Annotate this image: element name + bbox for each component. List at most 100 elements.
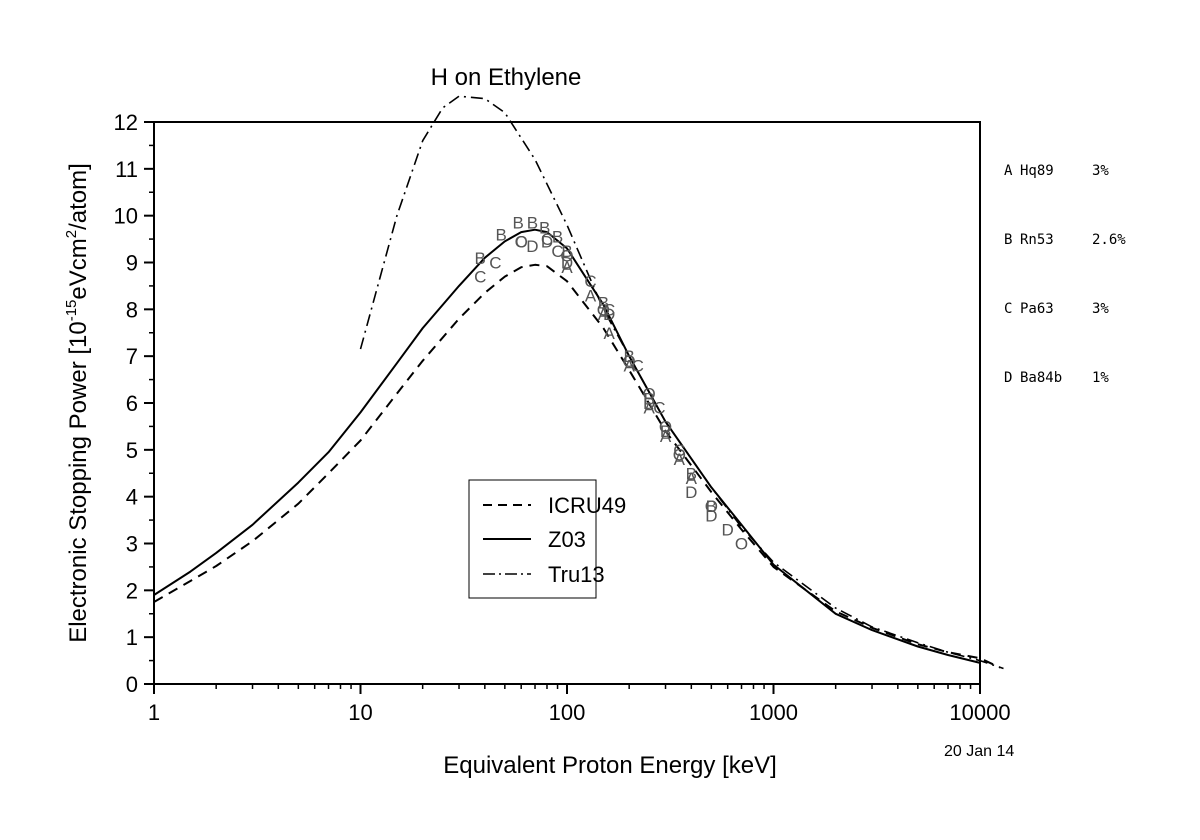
data-point-o: O [735, 535, 748, 554]
data-point-o: O [659, 417, 672, 436]
data-point-c: C [541, 230, 553, 249]
data-point-d: D [685, 483, 697, 502]
data-point-b: B [539, 218, 550, 237]
y-tick-label: 4 [126, 485, 138, 510]
legend: ICRU49 Z03 Tru13 [468, 479, 626, 599]
data-point-a: A [686, 469, 698, 488]
x-tick-label: 10000 [949, 700, 1010, 725]
chart-title: H on Ethylene [431, 64, 582, 91]
data-point-d: D [561, 254, 573, 273]
data-point-o: O [673, 446, 686, 465]
data-point-b: B [552, 228, 563, 247]
x-axis-label: Equivalent Proton Energy [keV] [443, 752, 777, 779]
data-point-b: B [623, 347, 634, 366]
data-point-d: D [541, 232, 553, 251]
data-point-o: O [597, 300, 610, 319]
data-point-o: O [623, 352, 636, 371]
data-point-b: B [644, 389, 655, 408]
x-tick-label: 100 [549, 700, 586, 725]
data-point-d: D [526, 237, 538, 256]
reference-name: Pa63 [1020, 301, 1054, 317]
x-tick-label: 10 [348, 700, 372, 725]
reference-row: B Rn53 2.6% [1004, 229, 1126, 252]
data-point-d: D [722, 520, 734, 539]
data-point-b: B [598, 293, 609, 312]
y-tick-label: 8 [126, 297, 138, 322]
data-point-b: B [496, 225, 507, 244]
reference-row: D Ba84b 1% [1004, 367, 1126, 390]
y-tick-label: 1 [126, 625, 138, 650]
data-point-c: C [603, 300, 615, 319]
reference-row: C Pa63 3% [1004, 298, 1126, 321]
data-point-b: B [706, 497, 717, 516]
reference-letter: C [1004, 301, 1013, 317]
x-axis-ticks: 1 10 100 1000 10000 [148, 684, 1011, 725]
date-stamp: 20 Jan 14 [944, 743, 1015, 760]
data-point-a: A [660, 427, 672, 446]
data-point-c: C [515, 232, 527, 251]
y-tick-label: 12 [114, 110, 138, 135]
data-point-c: C [551, 242, 563, 261]
reference-list: A Hq89 3% B Rn53 2.6% C Pa63 3% D Ba84b 1% [1004, 114, 1126, 413]
data-point-b: B [686, 464, 697, 483]
y-tick-label: 7 [126, 344, 138, 369]
legend-label-tru13: Tru13 [548, 562, 605, 587]
data-point-a: A [598, 305, 610, 324]
data-point-o: O [515, 232, 528, 251]
data-point-a: A [644, 399, 656, 418]
series-line-tru13 [359, 95, 1004, 670]
data-point-d: D [603, 305, 615, 324]
data-point-o: O [705, 497, 718, 516]
data-point-c: C [673, 441, 685, 460]
data-point-a: A [561, 258, 573, 277]
data-point-d: D [643, 394, 655, 413]
reference-name: Rn53 [1020, 232, 1054, 248]
reference-error: 2.6% [1092, 232, 1126, 248]
data-point-a: A [603, 324, 615, 343]
x-tick-label: 1 [148, 700, 160, 725]
data-point-c: C [584, 272, 596, 291]
y-tick-label: 6 [126, 391, 138, 416]
x-tick-label: 1000 [749, 700, 798, 725]
series-line-z03 [153, 228, 981, 664]
y-tick-label: 3 [126, 532, 138, 557]
data-point-a: A [585, 286, 597, 305]
reference-error: 3% [1092, 301, 1109, 317]
reference-row: A Hq89 3% [1004, 160, 1126, 183]
reference-letter: A [1004, 163, 1013, 179]
series-layer [153, 95, 1004, 670]
data-point-a: A [623, 357, 635, 376]
y-tick-label: 9 [126, 251, 138, 276]
y-tick-label: 10 [114, 204, 138, 229]
series-line-icru49 [153, 263, 1001, 669]
reference-error: 1% [1092, 370, 1109, 386]
data-point-c: C [653, 399, 665, 418]
data-point-b: B [561, 242, 572, 261]
data-point-o: O [560, 246, 573, 265]
y-axis-label: Electronic Stopping Power [10-15eVcm2/at… [63, 163, 92, 643]
reference-error: 3% [1092, 163, 1109, 179]
reference-name: Hq89 [1020, 163, 1054, 179]
reference-letter: D [1004, 370, 1013, 386]
data-point-c: C [489, 254, 501, 273]
legend-label-z03: Z03 [548, 527, 586, 552]
legend-label-icru49: ICRU49 [548, 493, 626, 518]
y-tick-label: 2 [126, 578, 138, 603]
y-tick-label: 5 [126, 438, 138, 463]
reference-name: Ba84b [1020, 370, 1063, 386]
data-point-b: B [527, 214, 538, 233]
data-point-o: O [643, 385, 656, 404]
reference-letter: B [1004, 232, 1013, 248]
plot-frame [153, 121, 981, 685]
data-point-d: D [705, 506, 717, 525]
data-point-c: C [632, 357, 644, 376]
data-point-b: B [660, 422, 671, 441]
y-tick-label: 0 [126, 672, 138, 697]
data-point-a: A [674, 450, 686, 469]
y-tick-label: 11 [115, 157, 138, 182]
data-point-b: B [475, 249, 486, 268]
data-point-c: C [474, 268, 486, 287]
